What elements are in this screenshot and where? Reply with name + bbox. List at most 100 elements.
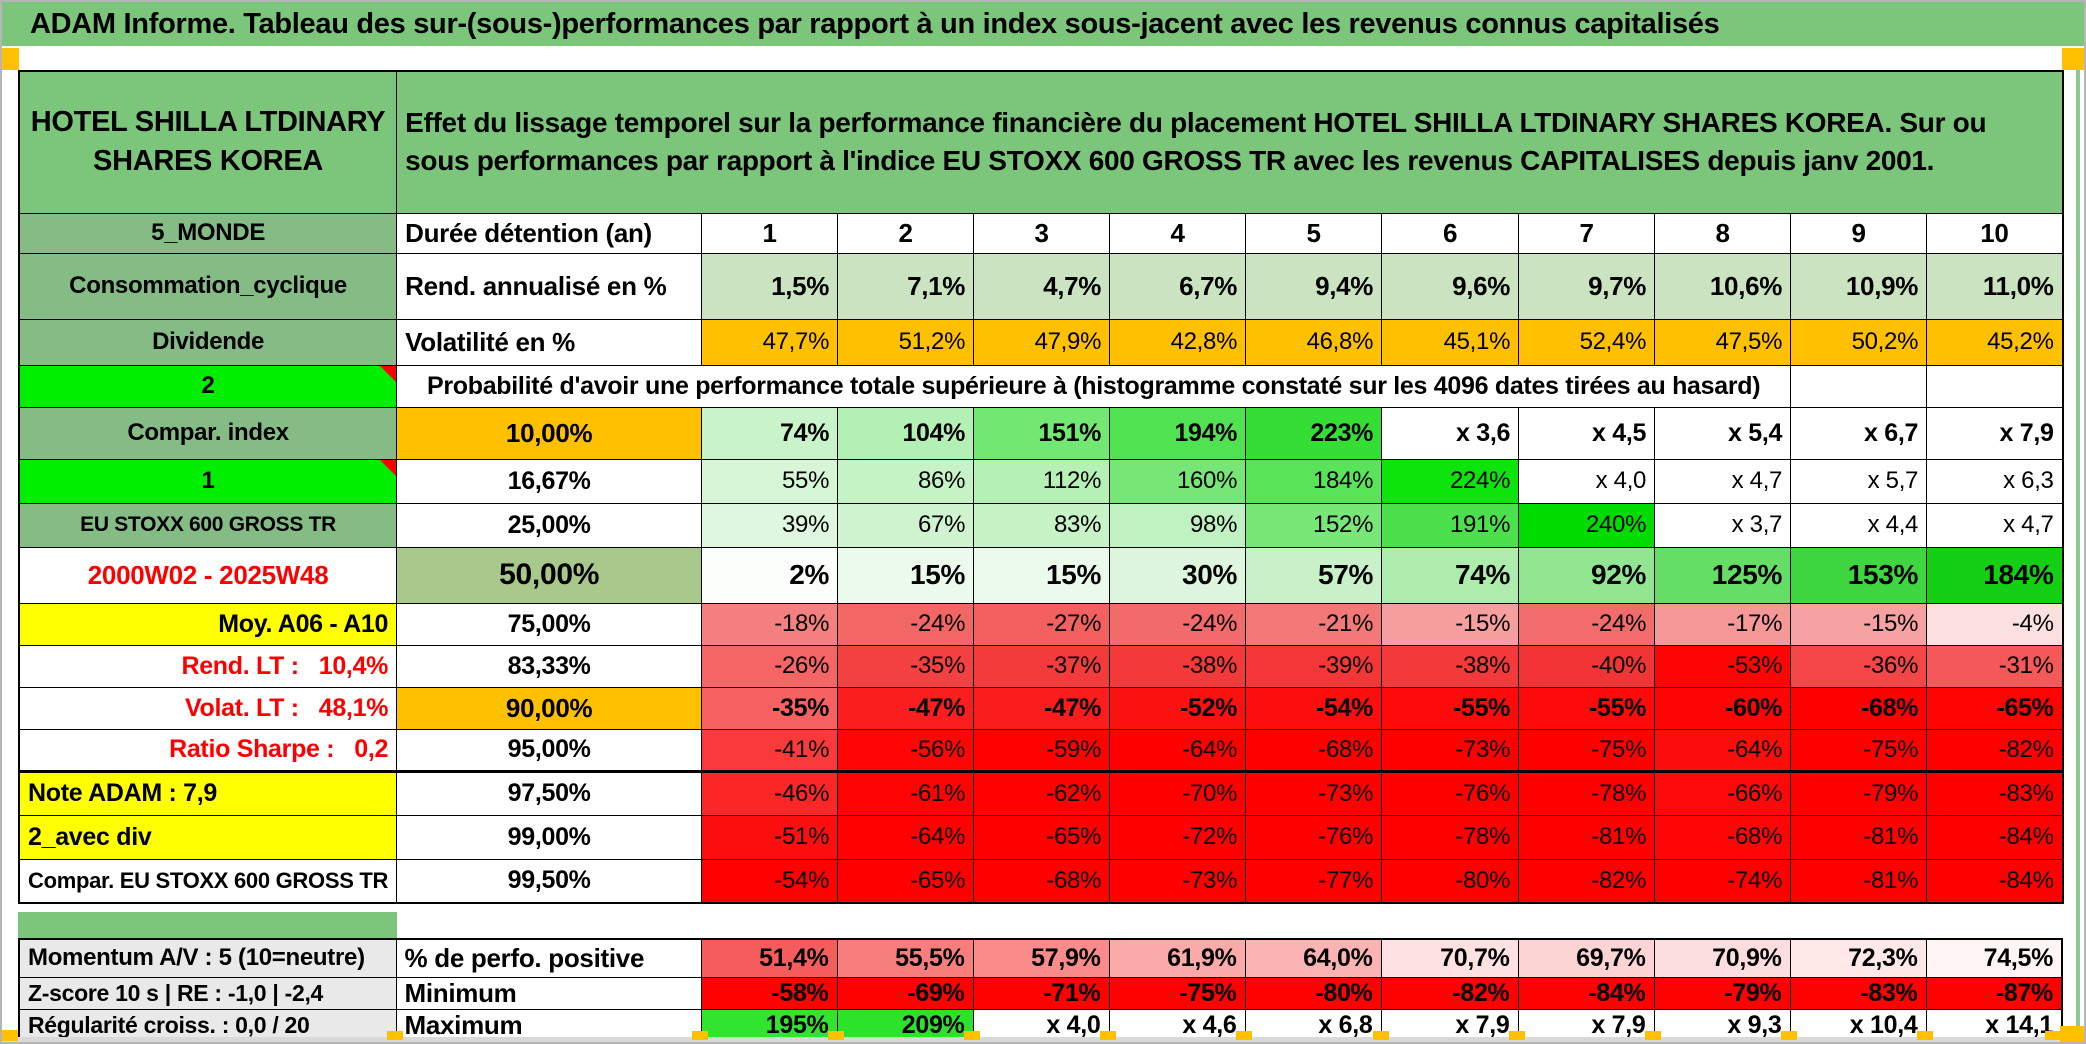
table-cell[interactable]: -84% xyxy=(1517,976,1655,1010)
table-cell[interactable]: 9,7% xyxy=(1518,252,1656,320)
row-label-lt-volatility[interactable]: Volat. LT : 48,1% xyxy=(18,686,398,730)
table-cell[interactable]: 51,4% xyxy=(700,938,838,978)
table-cell[interactable]: 74% xyxy=(701,406,839,460)
table-cell[interactable]: 15% xyxy=(973,546,1111,604)
table-cell[interactable]: -79% xyxy=(1653,976,1791,1010)
row-label-index[interactable]: EU STOXX 600 GROSS TR xyxy=(18,502,398,548)
table-cell[interactable]: x 7,9 xyxy=(1926,406,2064,460)
percentile-label[interactable]: 25,00% xyxy=(396,502,703,548)
metric-label[interactable]: Volatilité en % xyxy=(396,318,703,366)
table-cell[interactable]: -68% xyxy=(973,858,1111,904)
table-cell[interactable]: 55% xyxy=(701,458,839,504)
table-cell[interactable]: 151% xyxy=(973,406,1111,460)
row-label-compare-index[interactable]: Compar. index xyxy=(18,406,398,460)
table-cell[interactable]: 10,6% xyxy=(1654,252,1792,320)
table-cell[interactable]: -51% xyxy=(701,814,839,860)
column-header[interactable]: 8 xyxy=(1654,212,1792,254)
table-cell[interactable]: x 4,4 xyxy=(1790,502,1928,548)
percentile-label[interactable]: 50,00% xyxy=(396,546,703,604)
table-cell[interactable]: 223% xyxy=(1245,406,1383,460)
metric-label[interactable]: Durée détention (an) xyxy=(396,212,703,254)
table-cell[interactable]: 184% xyxy=(1926,546,2064,604)
table-cell[interactable]: -83% xyxy=(1926,769,2064,816)
table-cell[interactable]: -17% xyxy=(1654,602,1792,646)
table-cell[interactable]: -82% xyxy=(1380,976,1519,1010)
percentile-label[interactable]: 16,67% xyxy=(396,458,703,504)
table-cell[interactable]: -15% xyxy=(1381,602,1520,646)
metric-label[interactable]: % de perfo. positive xyxy=(395,938,702,978)
table-cell[interactable]: 7,1% xyxy=(837,252,975,320)
table-cell[interactable]: x 4,7 xyxy=(1654,458,1792,504)
row-label-compare-benchmark[interactable]: Compar. EU STOXX 600 GROSS TR xyxy=(18,858,398,904)
table-cell[interactable]: 57,9% xyxy=(972,938,1110,978)
table-cell[interactable]: 153% xyxy=(1790,546,1928,604)
table-cell[interactable]: -24% xyxy=(837,602,975,646)
table-cell[interactable]: 45,2% xyxy=(1926,318,2064,366)
row-label-momentum[interactable]: Momentum A/V : 5 (10=neutre) xyxy=(18,938,397,978)
table-cell[interactable]: -76% xyxy=(1381,769,1520,816)
table-cell[interactable]: -84% xyxy=(1926,814,2064,860)
table-cell[interactable]: 51,2% xyxy=(837,318,975,366)
table-cell[interactable]: 67% xyxy=(837,502,975,548)
column-header[interactable]: 2 xyxy=(837,212,975,254)
table-cell[interactable]: -77% xyxy=(1245,858,1383,904)
table-cell[interactable]: -47% xyxy=(837,686,975,730)
table-cell[interactable]: -59% xyxy=(973,728,1111,772)
table-cell[interactable]: 152% xyxy=(1245,502,1383,548)
table-cell[interactable]: -38% xyxy=(1109,644,1247,688)
table-cell[interactable]: 1,5% xyxy=(701,252,839,320)
table-cell[interactable]: -82% xyxy=(1926,728,2064,772)
table-cell[interactable]: -64% xyxy=(1654,728,1792,772)
table-cell[interactable]: -36% xyxy=(1790,644,1928,688)
column-header[interactable]: 9 xyxy=(1790,212,1928,254)
table-cell[interactable]: -72% xyxy=(1109,814,1247,860)
table-cell[interactable] xyxy=(1790,364,1928,408)
table-cell[interactable]: 61,9% xyxy=(1108,938,1246,978)
table-cell[interactable]: -21% xyxy=(1245,602,1383,646)
table-cell[interactable]: 83% xyxy=(973,502,1111,548)
table-cell[interactable]: -83% xyxy=(1789,976,1927,1010)
table-cell[interactable]: -61% xyxy=(837,769,975,816)
table-cell[interactable]: -87% xyxy=(1925,976,2063,1010)
table-cell[interactable]: x 14,1 xyxy=(1925,1008,2063,1042)
table-cell[interactable]: 160% xyxy=(1109,458,1247,504)
table-cell[interactable]: 191% xyxy=(1381,502,1520,548)
table-cell[interactable]: x 6,8 xyxy=(1244,1008,1382,1042)
row-label-average[interactable]: Moy. A06 - A10 xyxy=(18,602,398,646)
table-cell[interactable]: 86% xyxy=(837,458,975,504)
row-label-zscore[interactable]: Z-score 10 s | RE : -1,0 | -2,4 xyxy=(18,976,397,1010)
table-cell[interactable]: 4,7% xyxy=(973,252,1111,320)
column-header[interactable]: 7 xyxy=(1518,212,1656,254)
row-label-note[interactable]: 2 xyxy=(18,364,398,408)
table-cell[interactable]: -78% xyxy=(1518,769,1656,816)
table-cell[interactable]: -40% xyxy=(1518,644,1656,688)
row-label-lt-return[interactable]: Rend. LT : 10,4% xyxy=(18,644,398,688)
table-cell[interactable]: 10,9% xyxy=(1790,252,1928,320)
metric-label[interactable]: Rend. annualisé en % xyxy=(396,252,703,320)
table-cell[interactable]: -26% xyxy=(701,644,839,688)
table-cell[interactable]: -46% xyxy=(701,769,839,816)
percentile-label[interactable]: 10,00% xyxy=(396,406,703,460)
table-cell[interactable]: -55% xyxy=(1518,686,1656,730)
table-cell[interactable]: -58% xyxy=(700,976,838,1010)
table-cell[interactable]: 194% xyxy=(1109,406,1247,460)
percentile-label[interactable]: 90,00% xyxy=(396,686,703,730)
table-cell[interactable]: -68% xyxy=(1790,686,1928,730)
column-header[interactable]: 6 xyxy=(1381,212,1520,254)
metric-label[interactable]: Minimum xyxy=(395,976,702,1010)
column-header[interactable]: 1 xyxy=(701,212,839,254)
table-cell[interactable]: 184% xyxy=(1245,458,1383,504)
table-cell[interactable]: -37% xyxy=(973,644,1111,688)
table-cell[interactable]: x 4,6 xyxy=(1108,1008,1246,1042)
table-cell[interactable]: 9,4% xyxy=(1245,252,1383,320)
table-cell[interactable]: -38% xyxy=(1381,644,1520,688)
table-cell[interactable]: 70,9% xyxy=(1653,938,1791,978)
table-cell[interactable]: -53% xyxy=(1654,644,1792,688)
table-cell[interactable]: -70% xyxy=(1109,769,1247,816)
percentile-label[interactable]: 97,50% xyxy=(396,769,703,816)
table-cell[interactable]: -60% xyxy=(1654,686,1792,730)
percentile-label[interactable]: 95,00% xyxy=(396,728,703,772)
metric-label[interactable]: Maximum xyxy=(395,1008,702,1042)
table-cell[interactable]: x 6,3 xyxy=(1926,458,2064,504)
percentile-label[interactable]: 83,33% xyxy=(396,644,703,688)
